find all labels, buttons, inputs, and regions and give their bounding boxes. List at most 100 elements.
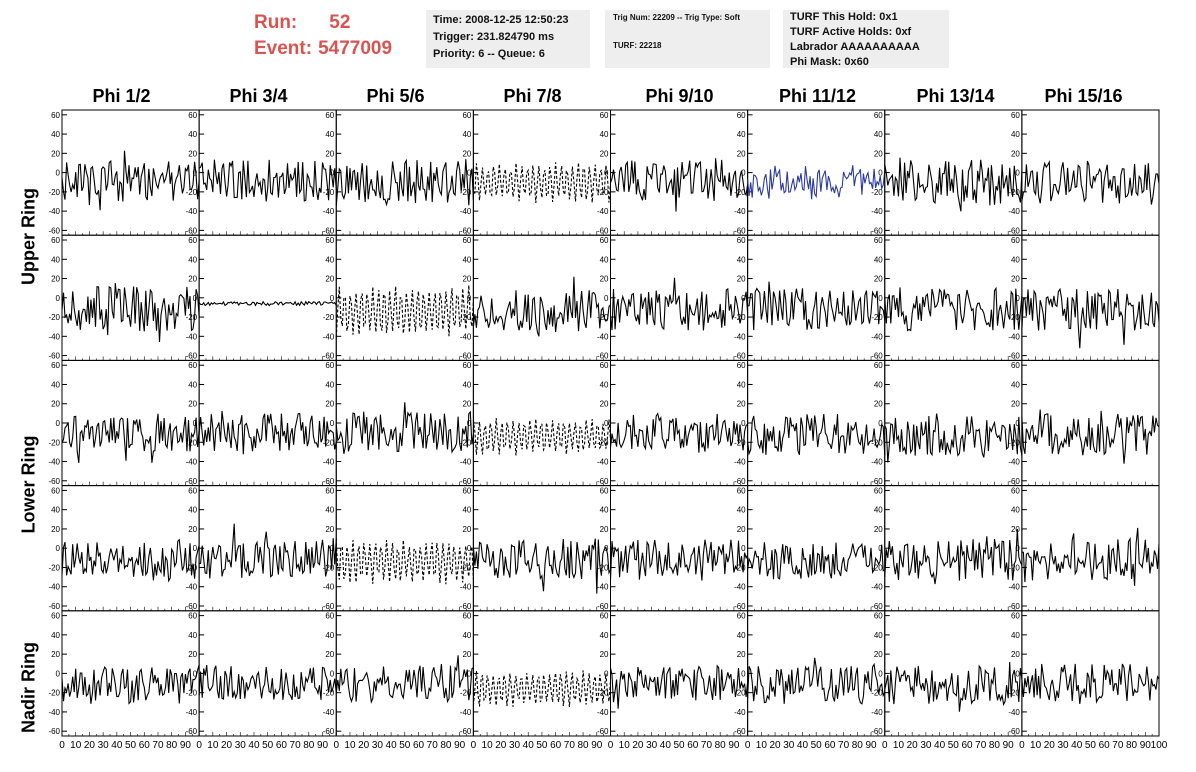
y-tick-label: -40	[597, 458, 609, 467]
x-tick-label: 40	[386, 740, 398, 751]
y-tick-label: -60	[1008, 477, 1020, 486]
x-tick-label: 80	[852, 740, 864, 751]
y-tick-label: 40	[188, 631, 197, 640]
panel-frame	[472, 610, 611, 737]
y-tick-label: -40	[597, 583, 609, 592]
y-tick-label: -40	[460, 458, 472, 467]
y-tick-label: 0	[741, 544, 746, 553]
run-label: Run:	[254, 12, 298, 33]
y-tick-label: 0	[56, 544, 61, 553]
y-tick-label: 60	[462, 236, 471, 245]
waveform-trace	[1021, 527, 1160, 586]
x-tick-label: 40	[1071, 740, 1083, 751]
waveform-trace	[884, 413, 1023, 463]
column-header: Phi 15/16	[1044, 86, 1123, 106]
y-tick-label: 20	[462, 400, 471, 409]
y-tick-label: -40	[48, 583, 60, 592]
waveform-trace	[61, 413, 200, 463]
x-tick-label: 70	[975, 740, 987, 751]
y-tick-label: 40	[325, 380, 334, 389]
y-tick-label: 20	[1011, 275, 1020, 284]
y-tick-label: -20	[597, 689, 609, 698]
y-tick-label: 40	[737, 631, 746, 640]
panel-frame	[747, 109, 886, 236]
waveform-trace	[884, 661, 1023, 712]
panel-frame	[1021, 234, 1160, 361]
y-tick-label: -60	[734, 727, 746, 736]
y-tick-label: 20	[51, 275, 60, 284]
x-tick-label: 10	[1030, 740, 1042, 751]
y-tick-label: 0	[193, 169, 198, 178]
y-tick-label: 40	[325, 506, 334, 515]
y-tick-label: 0	[467, 669, 472, 678]
y-tick-label: 60	[600, 486, 609, 495]
x-tick-label: 90	[1003, 740, 1015, 751]
y-tick-label: 20	[874, 525, 883, 534]
y-tick-label: 0	[1015, 419, 1020, 428]
y-tick-label: -20	[734, 313, 746, 322]
y-tick-label: 40	[1011, 506, 1020, 515]
y-tick-label: -60	[1008, 226, 1020, 235]
y-tick-label: -20	[460, 313, 472, 322]
y-tick-label: -40	[186, 583, 198, 592]
y-tick-label: 40	[51, 506, 60, 515]
panel-frame	[61, 234, 200, 361]
y-tick-label: 40	[1011, 380, 1020, 389]
y-tick-label: 20	[737, 275, 746, 284]
y-tick-label: 60	[51, 361, 60, 370]
waveform-trace	[884, 157, 1023, 212]
trigger-text: Trigger: 231.824790 ms	[433, 31, 555, 43]
y-tick-label: 20	[600, 149, 609, 158]
y-tick-label: -40	[871, 708, 883, 717]
y-tick-label: 40	[874, 130, 883, 139]
y-tick-label: 40	[462, 506, 471, 515]
phi-mask-text: Phi Mask: 0x60	[790, 56, 869, 68]
y-tick-label: 20	[325, 275, 334, 284]
y-tick-label: 60	[51, 236, 60, 245]
trig-num-text: Trig Num: 22209 -- Trig Type: Soft	[613, 13, 740, 22]
y-tick-label: 60	[325, 361, 334, 370]
x-tick-label: 20	[632, 740, 644, 751]
x-tick-label: 20	[84, 740, 96, 751]
y-tick-label: -20	[871, 563, 883, 572]
waveform-trace	[472, 417, 612, 456]
y-tick-label: -60	[186, 602, 198, 611]
y-tick-label: -20	[597, 188, 609, 197]
y-tick-label: 60	[737, 236, 746, 245]
y-tick-label: 40	[1011, 631, 1020, 640]
x-tick-label: 70	[427, 740, 439, 751]
y-tick-label: 0	[193, 294, 198, 303]
y-tick-label: -40	[323, 708, 335, 717]
column-header: Phi 5/6	[366, 86, 425, 106]
x-tick-label: 60	[550, 740, 562, 751]
y-tick-label: -20	[323, 689, 335, 698]
x-tick-label: 90	[317, 740, 329, 751]
waveform-trace	[335, 540, 474, 585]
y-tick-label: 40	[462, 130, 471, 139]
y-tick-label: -20	[871, 188, 883, 197]
y-tick-label: 40	[51, 130, 60, 139]
x-tick-label: 20	[907, 740, 919, 751]
y-tick-label: -60	[460, 602, 472, 611]
y-tick-label: 60	[51, 486, 60, 495]
y-tick-label: -40	[48, 207, 60, 216]
x-tick-label: 30	[783, 740, 795, 751]
y-tick-label: 20	[325, 525, 334, 534]
y-tick-label: 60	[600, 612, 609, 621]
y-tick-label: -40	[48, 708, 60, 717]
y-tick-label: 40	[874, 506, 883, 515]
y-tick-label: -60	[323, 226, 335, 235]
x-tick-label: 70	[838, 740, 850, 751]
y-tick-label: 60	[1011, 361, 1020, 370]
y-tick-label: -40	[1008, 458, 1020, 467]
y-tick-label: -60	[597, 226, 609, 235]
waveform-trace	[1021, 663, 1160, 704]
y-tick-label: 20	[1011, 650, 1020, 659]
y-tick-label: 20	[462, 149, 471, 158]
y-tick-label: -40	[186, 708, 198, 717]
y-tick-label: -60	[48, 727, 60, 736]
y-tick-label: -40	[734, 583, 746, 592]
x-tick-label: 80	[166, 740, 178, 751]
y-tick-label: 60	[325, 612, 334, 621]
y-tick-label: -60	[460, 727, 472, 736]
